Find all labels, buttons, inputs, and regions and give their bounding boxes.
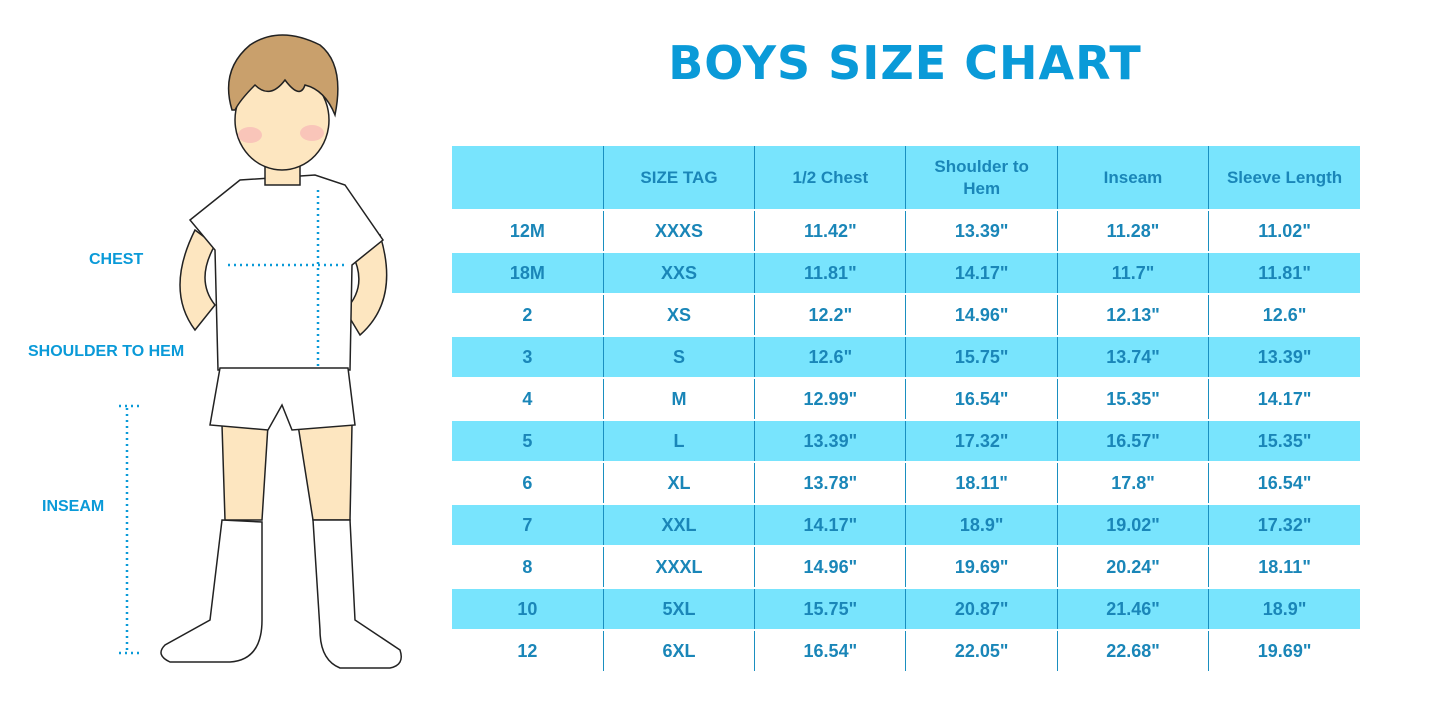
table-cell: 17.32" [905, 419, 1058, 462]
table-cell: 22.05" [905, 629, 1058, 671]
table-cell: 13.74" [1056, 335, 1209, 378]
size-table: SIZE TAG 1/2 Chest Shoulder to Hem Insea… [452, 146, 1360, 671]
header-cell: Sleeve Length [1208, 146, 1360, 210]
table-cell: 14.17" [1208, 377, 1360, 420]
table-cell: 2 [452, 293, 604, 336]
table-cell: 18.11" [1208, 545, 1360, 588]
table-cell: XXXL [602, 545, 755, 588]
boy-illustration [119, 34, 402, 669]
table-cell: 11.28" [1056, 209, 1209, 252]
header-cell [452, 146, 604, 210]
table-cell: 14.17" [754, 503, 906, 546]
table-cell: 20.87" [905, 587, 1058, 630]
table-cell: 18M [452, 251, 604, 294]
table-cell: 5 [452, 419, 604, 462]
shoulder-to-hem-label: SHOULDER TO HEM [28, 343, 185, 360]
table-cell: 11.42" [754, 209, 906, 252]
table-cell: 10 [452, 587, 604, 630]
table-cell: 12M [452, 209, 604, 252]
table-cell: 3 [452, 335, 604, 378]
table-row: 12M XXXS 11.42" 13.39" 11.28" 11.02" [452, 209, 1360, 252]
table-cell: XXL [602, 503, 755, 546]
table-cell: 18.9" [905, 503, 1058, 546]
table-cell: 8 [452, 545, 604, 588]
table-cell: 20.24" [1056, 545, 1209, 588]
table-cell: 17.32" [1208, 503, 1360, 546]
table-cell: 15.35" [1208, 419, 1360, 462]
inseam-label: INSEAM [42, 498, 105, 515]
table-cell: 22.68" [1056, 629, 1209, 671]
table-cell: 12.13" [1056, 293, 1209, 336]
table-row: 18M XXS 11.81" 14.17" 11.7" 11.81" [452, 251, 1360, 294]
table-row: 5 L 13.39" 17.32" 16.57" 15.35" [452, 419, 1360, 462]
header-cell: SIZE TAG [602, 146, 755, 210]
table-cell: L [602, 419, 755, 462]
table-cell: 7 [452, 503, 604, 546]
table-cell: XXXS [602, 209, 755, 252]
table-cell: 13.39" [1208, 335, 1360, 378]
table-cell: 13.78" [754, 461, 906, 504]
table-cell: 19.69" [1208, 629, 1360, 671]
table-cell: 12.99" [754, 377, 906, 420]
table-cell: 12.2" [754, 293, 906, 336]
table-cell: 11.02" [1208, 209, 1360, 252]
table-cell: 12.6" [754, 335, 906, 378]
table-cell: 12.6" [1208, 293, 1360, 336]
table-cell: M [602, 377, 755, 420]
table-cell: 18.9" [1208, 587, 1360, 630]
table-cell: 14.96" [754, 545, 906, 588]
table-cell: S [602, 335, 755, 378]
table-cell: 6XL [602, 629, 755, 671]
table-row: 12 6XL 16.54" 22.05" 22.68" 19.69" [452, 629, 1360, 671]
table-cell: 15.75" [905, 335, 1058, 378]
table-row: 10 5XL 15.75" 20.87" 21.46" 18.9" [452, 587, 1360, 630]
table-cell: 5XL [602, 587, 755, 630]
table-cell: 11.7" [1056, 251, 1209, 294]
table-cell: 17.8" [1056, 461, 1209, 504]
header-cell: 1/2 Chest [754, 146, 906, 210]
table-cell: XS [602, 293, 755, 336]
table-cell: 18.11" [905, 461, 1058, 504]
table-row: 6 XL 13.78" 18.11" 17.8" 16.54" [452, 461, 1360, 504]
table-cell: 19.02" [1056, 503, 1209, 546]
table-cell: 13.39" [754, 419, 906, 462]
table-cell: 15.35" [1056, 377, 1209, 420]
chest-label: CHEST [89, 251, 144, 268]
table-cell: 19.69" [905, 545, 1058, 588]
page-title: BOYS SIZE CHART [668, 36, 1142, 90]
table-cell: 4 [452, 377, 604, 420]
table-cell: 16.54" [905, 377, 1058, 420]
header-cell: Inseam [1056, 146, 1209, 210]
table-row: 7 XXL 14.17" 18.9" 19.02" 17.32" [452, 503, 1360, 546]
table-cell: 11.81" [1208, 251, 1360, 294]
table-cell: 14.17" [905, 251, 1058, 294]
table-cell: 16.54" [1208, 461, 1360, 504]
table-cell: 15.75" [754, 587, 906, 630]
table-row: 8 XXXL 14.96" 19.69" 20.24" 18.11" [452, 545, 1360, 588]
header-cell: Shoulder to Hem [905, 146, 1058, 210]
table-cell: 6 [452, 461, 604, 504]
table-row: 2 XS 12.2" 14.96" 12.13" 12.6" [452, 293, 1360, 336]
table-cell: 11.81" [754, 251, 906, 294]
table-cell: XXS [602, 251, 755, 294]
table-cell: 21.46" [1056, 587, 1209, 630]
table-cell: 16.54" [754, 629, 906, 671]
table-cell: 16.57" [1056, 419, 1209, 462]
header-row: SIZE TAG 1/2 Chest Shoulder to Hem Insea… [452, 146, 1360, 210]
table-cell: XL [602, 461, 755, 504]
table-row: 4 M 12.99" 16.54" 15.35" 14.17" [452, 377, 1360, 420]
table-cell: 13.39" [905, 209, 1058, 252]
table-cell: 14.96" [905, 293, 1058, 336]
table-row: 3 S 12.6" 15.75" 13.74" 13.39" [452, 335, 1360, 378]
table-cell: 12 [452, 629, 604, 671]
